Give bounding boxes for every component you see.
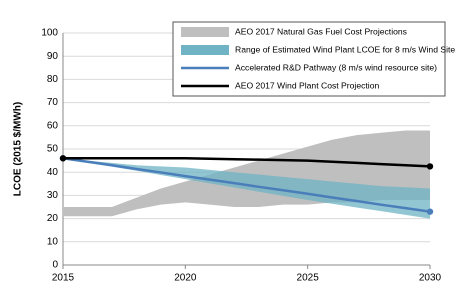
y-tick-label: 100 (41, 28, 58, 39)
y-tick-label: 50 (47, 144, 59, 155)
legend-label: Accelerated R&D Pathway (8 m/s wind reso… (235, 62, 437, 72)
legend-label: Range of Estimated Wind Plant LCOE for 8… (235, 44, 455, 54)
x-tick-label: 2030 (419, 273, 442, 284)
y-tick-label: 70 (47, 97, 59, 108)
y-tick-label: 90 (47, 51, 59, 62)
legend-swatch (181, 45, 229, 55)
y-tick-label: 20 (47, 213, 59, 224)
end-marker (426, 208, 434, 215)
x-tick-label: 2025 (297, 273, 320, 284)
y-tick-label: 40 (47, 167, 59, 178)
y-tick-label: 30 (47, 190, 59, 201)
line (63, 157, 431, 168)
line (62, 157, 431, 213)
x-tick-label: 2020 (174, 273, 197, 284)
y-tick-label: 0 (52, 260, 58, 271)
end-marker (426, 163, 434, 170)
x-tick-label: 2015 (52, 273, 75, 284)
y-axis-label: LCOE (2015 $/MWh) (13, 102, 24, 196)
legend-label: AEO 2017 Wind Plant Cost Projection (235, 80, 379, 90)
y-tick-label: 80 (47, 74, 59, 85)
legend: AEO 2017 Natural Gas Fuel Cost Projectio… (172, 21, 455, 97)
y-tick-label: 10 (47, 236, 59, 247)
end-marker (59, 155, 67, 162)
legend-swatch (181, 27, 229, 37)
legend-label: AEO 2017 Natural Gas Fuel Cost Projectio… (235, 26, 407, 36)
y-tick-label: 60 (47, 120, 59, 131)
band-area (63, 158, 430, 219)
